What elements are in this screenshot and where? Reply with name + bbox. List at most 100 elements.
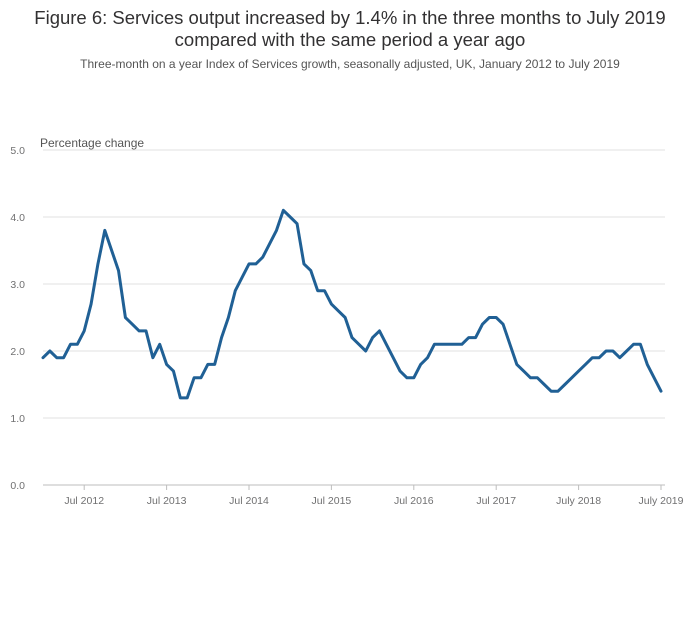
x-tick-label: Jul 2013: [147, 495, 187, 507]
data-point: [199, 376, 202, 379]
data-point: [268, 242, 271, 245]
data-point: [522, 370, 525, 373]
data-point: [502, 323, 505, 326]
y-tick-label: 2.0: [10, 346, 25, 358]
data-point: [515, 363, 518, 366]
data-point: [337, 309, 340, 312]
x-tick-label: Jul 2017: [476, 495, 516, 507]
data-point: [460, 343, 463, 346]
data-point: [598, 356, 601, 359]
data-point: [323, 289, 326, 292]
data-point: [213, 363, 216, 366]
data-point: [302, 262, 305, 265]
data-point: [330, 303, 333, 306]
data-point: [234, 289, 237, 292]
data-point: [227, 316, 230, 319]
data-point: [447, 343, 450, 346]
data-point: [543, 383, 546, 386]
data-point: [76, 343, 79, 346]
data-point: [55, 356, 58, 359]
y-tick-label: 0.0: [10, 480, 25, 492]
data-point: [591, 356, 594, 359]
data-point: [110, 249, 113, 252]
data-point: [357, 343, 360, 346]
data-point: [241, 276, 244, 279]
data-point: [351, 336, 354, 339]
data-point: [62, 356, 65, 359]
x-tick-label: July 2019: [639, 495, 684, 507]
data-point: [433, 343, 436, 346]
data-point: [426, 356, 429, 359]
data-point: [474, 336, 477, 339]
data-point: [193, 376, 196, 379]
data-point: [399, 370, 402, 373]
data-point: [282, 209, 285, 212]
data-point: [660, 390, 663, 393]
data-point: [488, 316, 491, 319]
data-point: [653, 376, 656, 379]
data-point: [206, 363, 209, 366]
data-point: [378, 329, 381, 332]
x-tick-label: Jul 2012: [64, 495, 104, 507]
data-point: [577, 370, 580, 373]
data-point: [186, 396, 189, 399]
data-point: [289, 216, 292, 219]
data-point: [557, 390, 560, 393]
x-tick-label: July 2018: [556, 495, 601, 507]
data-point: [172, 370, 175, 373]
data-point: [495, 316, 498, 319]
data-point: [440, 343, 443, 346]
y-tick-label: 1.0: [10, 413, 25, 425]
data-point: [392, 356, 395, 359]
data-point: [69, 343, 72, 346]
data-point: [371, 336, 374, 339]
data-point: [96, 262, 99, 265]
data-point: [179, 396, 182, 399]
y-axis-label: Percentage change: [40, 136, 144, 150]
x-tick-label: Jul 2015: [312, 495, 352, 507]
data-point: [131, 323, 134, 326]
data-point: [536, 376, 539, 379]
data-point: [405, 376, 408, 379]
data-point: [584, 363, 587, 366]
data-point: [625, 350, 628, 353]
data-point: [220, 336, 223, 339]
data-point: [639, 343, 642, 346]
y-tick-label: 5.0: [10, 145, 25, 157]
data-point: [646, 363, 649, 366]
series-line-services-growth: [41, 208, 663, 400]
data-point: [90, 303, 93, 306]
data-point: [165, 363, 168, 366]
data-point: [611, 350, 614, 353]
data-point: [151, 356, 154, 359]
data-point: [138, 329, 141, 332]
data-point: [508, 343, 511, 346]
data-point: [254, 262, 257, 265]
data-point: [412, 376, 415, 379]
gridlines: [43, 149, 665, 419]
data-point: [570, 376, 573, 379]
data-point: [48, 350, 51, 353]
x-tick-label: Jul 2014: [229, 495, 269, 507]
data-point: [344, 316, 347, 319]
data-point: [145, 329, 148, 332]
data-point: [275, 229, 278, 232]
data-point: [158, 343, 161, 346]
y-axis-ticks: 0.0 1.0 2.0 3.0 4.0 5.0: [10, 145, 25, 492]
data-point: [550, 390, 553, 393]
x-tick-label: Jul 2016: [394, 495, 434, 507]
data-point: [632, 343, 635, 346]
data-points: [42, 209, 663, 400]
data-point: [481, 323, 484, 326]
data-point: [529, 376, 532, 379]
data-point: [605, 350, 608, 353]
data-point: [261, 256, 264, 259]
data-point: [83, 329, 86, 332]
data-point: [316, 289, 319, 292]
data-point: [296, 222, 299, 225]
chart-title: Figure 6: Services output increased by 1…: [34, 7, 666, 50]
data-point: [618, 356, 621, 359]
data-point: [364, 350, 367, 353]
x-axis-ticks: Jul 2012 Jul 2013 Jul 2014 Jul 2015 Jul 2016…: [64, 485, 684, 507]
